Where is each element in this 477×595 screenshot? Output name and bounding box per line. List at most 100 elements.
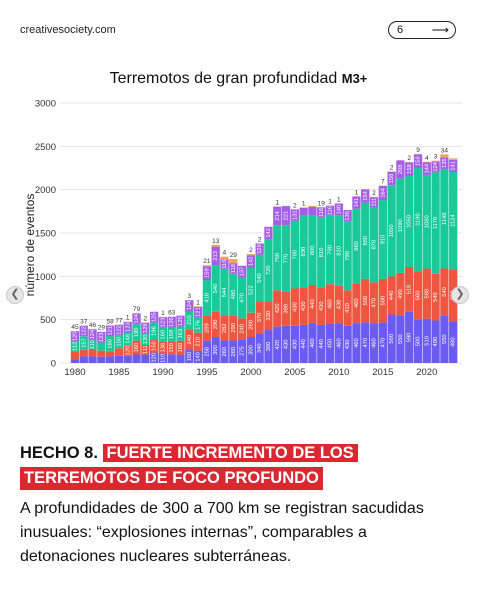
bar-segment	[202, 315, 212, 341]
total-label: 1	[126, 315, 130, 322]
data-label: 880	[363, 236, 369, 246]
bar-segment	[334, 203, 343, 216]
bar-segment	[229, 340, 238, 363]
bar-segment	[220, 268, 229, 317]
data-label: 158	[407, 164, 413, 174]
data-label: 135	[442, 158, 448, 168]
bar-segment	[123, 345, 132, 356]
x-tick-label: 2000	[240, 367, 261, 378]
bar-segment	[281, 206, 291, 226]
bar-segment	[440, 169, 449, 269]
data-label: 123	[160, 318, 166, 328]
data-label: 240	[187, 335, 193, 345]
bar-segment	[422, 162, 431, 175]
bar-segment	[106, 356, 115, 363]
carousel-prev-button[interactable]: ❮	[6, 286, 24, 304]
bar-segment	[211, 311, 220, 337]
data-label: 1090	[398, 219, 404, 232]
total-label: 77	[115, 318, 123, 325]
total-label: 58	[107, 318, 115, 325]
bar-segment	[229, 273, 238, 316]
bar-segment	[352, 208, 361, 284]
data-label: 136	[160, 343, 166, 353]
site-url[interactable]: creativesociety.com	[20, 24, 116, 36]
data-label: 124	[433, 161, 439, 171]
page-pager[interactable]: 6 ⟶	[388, 21, 456, 39]
next-arrow-icon[interactable]: ⟶	[431, 23, 449, 37]
bar-segment	[88, 349, 97, 357]
data-label: 770	[284, 254, 290, 264]
page-number: 6	[397, 24, 404, 36]
data-label: 160	[134, 343, 140, 353]
data-label: 121	[108, 326, 114, 336]
bar-segment	[132, 313, 141, 325]
data-label: 540	[257, 273, 263, 283]
bar-segment	[273, 326, 282, 363]
bar-segment	[361, 322, 370, 363]
y-tick-label: 1000	[35, 272, 56, 283]
bar-segment	[343, 290, 352, 326]
bar-segment	[422, 174, 431, 269]
chevron-right-icon: ❯	[455, 288, 465, 300]
bar-segment	[264, 301, 273, 331]
data-label: 135	[345, 211, 351, 221]
data-label: 560	[416, 291, 422, 301]
bar-segment	[440, 154, 449, 158]
bar-segment	[405, 175, 414, 267]
data-label: 480	[231, 290, 237, 300]
bar-segment	[176, 340, 185, 355]
data-label: 430	[284, 340, 290, 350]
data-label: 280	[248, 320, 254, 330]
bar-segment	[79, 336, 88, 350]
bar-segment	[387, 171, 396, 186]
y-tick-label: 0	[51, 359, 56, 370]
bar-segment	[211, 337, 220, 363]
bar-segment	[369, 196, 379, 198]
data-label: 1050	[389, 224, 395, 237]
data-label: 124	[187, 300, 193, 310]
bar-segment	[141, 344, 150, 355]
data-label: 420	[275, 340, 281, 350]
data-label: 282	[222, 323, 228, 333]
data-label: 460	[354, 338, 360, 348]
bar-segment	[405, 266, 414, 312]
bar-segment	[440, 268, 449, 316]
total-label: 2	[372, 190, 376, 197]
carousel-next-button[interactable]: ❯	[451, 286, 469, 304]
bar-segment	[440, 157, 449, 170]
x-tick-label: 1985	[108, 367, 129, 378]
data-label: 221	[284, 211, 290, 221]
data-label: 142	[248, 257, 254, 267]
data-label: 500	[363, 296, 369, 306]
data-label: 780	[292, 250, 298, 260]
total-label: 2	[390, 164, 394, 171]
data-label: 410	[345, 303, 351, 313]
data-label: 210	[196, 337, 202, 347]
data-label: 590	[407, 333, 413, 343]
fact-highlight-line2: TERREMOTOS DE FOCO PROFUNDO	[20, 467, 323, 490]
bar-segment	[449, 321, 458, 363]
total-label: 29	[230, 252, 238, 259]
data-label: 180	[108, 339, 114, 349]
bar-segment	[246, 337, 256, 363]
bar-segment	[334, 215, 343, 286]
data-label: 460	[336, 338, 342, 348]
total-label: 2	[144, 315, 148, 322]
data-label: 275	[240, 346, 246, 356]
x-tick-label: 2020	[416, 367, 437, 378]
bar-segment	[255, 243, 264, 255]
total-label: 1	[302, 201, 306, 208]
bar-segment	[281, 291, 291, 326]
bar-segment	[396, 160, 405, 179]
bar-segment	[317, 324, 326, 363]
bar-segment	[114, 335, 124, 349]
bar-segment	[158, 317, 168, 328]
data-label: 450	[328, 339, 334, 349]
bar-segment	[343, 221, 352, 291]
bar-segment	[299, 207, 308, 216]
bar-segment	[193, 306, 203, 307]
bar-segment	[361, 278, 370, 323]
data-label: 380	[266, 342, 272, 352]
data-label: 137	[240, 267, 246, 277]
total-label: 37	[80, 318, 88, 325]
